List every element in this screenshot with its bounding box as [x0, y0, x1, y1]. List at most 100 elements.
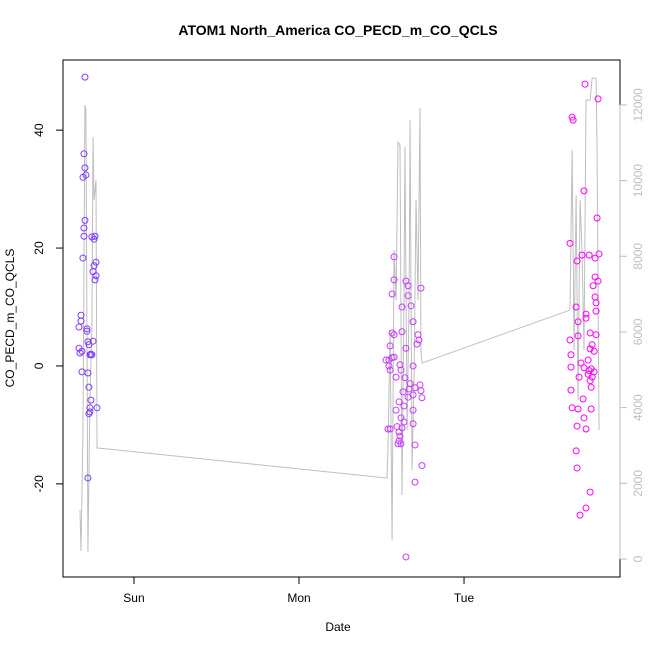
- point: [581, 80, 589, 88]
- point: [390, 353, 398, 361]
- point: [576, 511, 584, 519]
- point: [77, 311, 85, 319]
- point: [574, 405, 582, 413]
- point: [76, 349, 84, 357]
- point: [394, 440, 402, 448]
- point: [85, 341, 93, 349]
- point: [409, 391, 417, 399]
- point: [77, 317, 85, 325]
- y-tick-label: 0: [32, 362, 46, 369]
- point: [89, 337, 97, 345]
- point: [417, 387, 425, 395]
- point: [584, 356, 592, 364]
- point: [388, 329, 396, 337]
- point: [411, 478, 419, 486]
- point: [413, 340, 421, 348]
- point: [397, 366, 405, 374]
- point: [580, 414, 588, 422]
- point: [386, 366, 394, 374]
- point: [79, 254, 87, 262]
- point: [390, 331, 398, 339]
- y2-tick-label: 10000: [631, 164, 645, 198]
- point: [580, 187, 588, 195]
- y2-tick-label: 4000: [631, 394, 645, 421]
- point: [594, 95, 602, 103]
- point: [396, 432, 404, 440]
- point: [81, 164, 89, 172]
- y2-tick-label: 2000: [631, 470, 645, 497]
- point: [580, 364, 588, 372]
- point: [575, 373, 583, 381]
- point: [590, 347, 598, 355]
- x-tick-label: Mon: [287, 591, 310, 605]
- y2-tick-label: 12000: [631, 88, 645, 122]
- point: [409, 420, 417, 428]
- point: [86, 351, 94, 359]
- point: [585, 251, 593, 259]
- line: [79, 77, 600, 553]
- point: [404, 292, 412, 300]
- point: [411, 441, 419, 449]
- point: [567, 363, 575, 371]
- point: [566, 239, 574, 247]
- x-tick-label: Tue: [454, 591, 475, 605]
- point: [400, 402, 408, 410]
- point: [582, 425, 590, 433]
- point: [417, 284, 425, 292]
- point: [574, 318, 582, 326]
- point: [407, 302, 415, 310]
- point: [78, 347, 86, 355]
- point: [400, 418, 408, 426]
- point: [586, 377, 594, 385]
- point: [84, 474, 92, 482]
- point: [91, 232, 99, 240]
- point: [592, 331, 600, 339]
- point: [398, 303, 406, 311]
- point: [402, 344, 410, 352]
- point: [592, 307, 600, 315]
- point: [385, 362, 393, 370]
- point: [588, 341, 596, 349]
- point: [392, 406, 400, 414]
- point: [573, 422, 581, 430]
- point: [84, 369, 92, 377]
- point: [568, 113, 576, 121]
- point: [579, 395, 587, 403]
- point: [75, 323, 83, 331]
- point: [586, 345, 594, 353]
- point: [418, 462, 426, 470]
- point: [398, 328, 406, 336]
- point: [582, 310, 590, 318]
- chart-title: ATOM1 North_America CO_PECD_m_CO_QCLS: [178, 22, 497, 38]
- point: [401, 374, 409, 382]
- point: [573, 464, 581, 472]
- point: [568, 404, 576, 412]
- point: [591, 254, 599, 262]
- point: [409, 362, 417, 370]
- point: [395, 428, 403, 436]
- point: [399, 388, 407, 396]
- point: [566, 336, 574, 344]
- point: [409, 318, 417, 326]
- point: [85, 410, 93, 418]
- point: [592, 299, 600, 307]
- point: [386, 342, 394, 350]
- point: [89, 268, 97, 276]
- point: [587, 383, 595, 391]
- x-tick-label: Sun: [123, 591, 144, 605]
- point: [88, 351, 96, 359]
- point: [91, 276, 99, 284]
- point: [415, 336, 423, 344]
- point: [83, 327, 91, 335]
- point: [395, 398, 403, 406]
- point: [589, 282, 597, 290]
- point: [80, 150, 88, 158]
- point: [81, 73, 89, 81]
- point: [80, 232, 88, 240]
- point: [396, 361, 404, 369]
- point: [567, 386, 575, 394]
- point: [386, 425, 394, 433]
- point: [572, 303, 580, 311]
